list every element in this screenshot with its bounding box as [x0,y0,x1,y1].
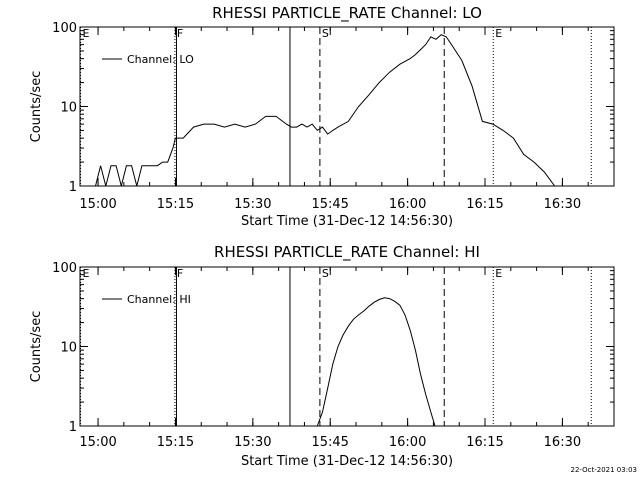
panel1-y-tick-label: 10 [60,101,77,116]
panel1-x-tick-label: 16:15 [466,197,503,212]
panel1-chart-title: RHESSI PARTICLE_RATE Channel: LO [212,4,482,23]
panel1-marker-label: F [177,27,183,40]
panel2-plot-frame [79,266,615,427]
panel1-x-axis-label: Start Time (31-Dec-12 14:56:30) [241,214,453,229]
panel1-x-tick-label: 15:45 [311,197,348,212]
panel1-legend-label: Channel: LO [127,53,194,66]
panel2-x-tick-label: 15:45 [311,435,348,450]
panel2-x-tick-label: 16:15 [466,435,503,450]
panel2-x-tick-label: 15:15 [157,435,194,450]
panel1-series-line [80,34,576,187]
footer-timestamp: 22-Oct-2021 03:03 [570,466,637,474]
panel2-x-tick-label: 16:00 [389,435,426,450]
panel2-y-tick-label: 100 [52,261,77,276]
panel1-y-tick-label: 100 [52,21,77,36]
panel2-x-tick-label: 15:30 [234,435,271,450]
panel1-marker-label: S [322,27,329,40]
panel2-legend-label: Channel: HI [127,293,191,306]
panel2-marker-label: F [177,267,183,280]
panel2-y-tick-label: 10 [60,341,77,356]
panel2-y-tick-label: 1 [69,420,77,435]
panel2-marker-label: E [83,267,90,280]
panel1-x-tick-label: 16:00 [389,197,426,212]
panel2-marker-label: E [495,267,502,280]
panel1-x-tick-label: 16:30 [544,197,581,212]
panel1-marker-label: E [495,27,502,40]
panel2-chart-title: RHESSI PARTICLE_RATE Channel: HI [214,243,480,262]
panel2-series-line [316,297,436,427]
panel1-x-tick-label: 15:30 [234,197,271,212]
panel1-y-axis-label: Counts/sec [29,71,44,143]
panel1-x-tick-label: 15:00 [79,197,116,212]
panel1-marker-label: E [83,27,90,40]
panel1-y-tick-label: 1 [69,180,77,195]
panel2-x-tick-label: 16:30 [544,435,581,450]
panel2-x-tick-label: 15:00 [79,435,116,450]
panel2-marker-label: S [322,267,329,280]
panel2-x-axis-label: Start Time (31-Dec-12 14:56:30) [241,454,453,469]
panel1-x-tick-label: 15:15 [157,197,194,212]
panel2-y-axis-label: Counts/sec [29,311,44,383]
